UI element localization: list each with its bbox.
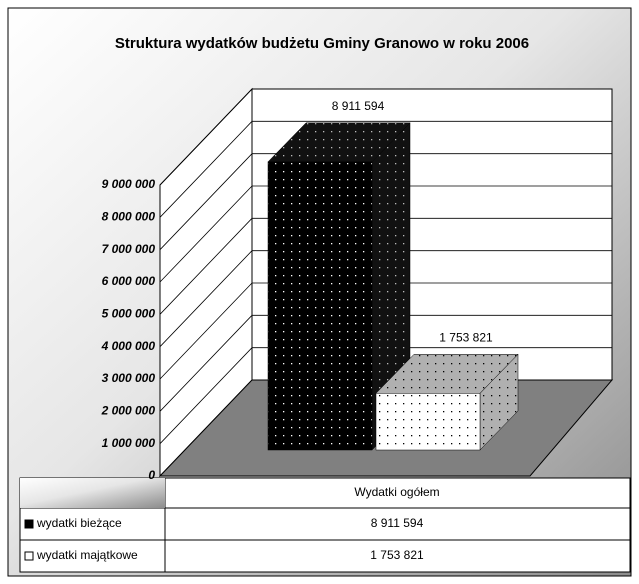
grid-line — [159, 347, 612, 444]
legend-key — [24, 519, 34, 529]
grid-line — [159, 185, 612, 283]
grid-line — [159, 153, 612, 250]
bar — [267, 161, 373, 451]
grid-line — [159, 250, 612, 347]
grid-line — [159, 217, 612, 315]
y-tick-label: 2 000 000 — [101, 404, 156, 418]
table-value: 8 911 594 — [371, 516, 424, 530]
y-tick-label: 7 000 000 — [102, 242, 156, 256]
data-label: 8 911 594 — [332, 99, 385, 113]
grid-line — [159, 282, 612, 380]
y-tick-label: 3 000 000 — [102, 371, 156, 385]
bar — [375, 393, 481, 451]
table-value: 1 753 821 — [370, 548, 424, 562]
table-corner — [20, 478, 165, 508]
data-table — [19, 477, 631, 573]
legend-label: wydatki bieżące — [36, 516, 122, 530]
legend-key — [24, 551, 34, 561]
y-tick-label: 5 000 000 — [102, 307, 156, 321]
chart-title: Struktura wydatków budżetu Gminy Granowo… — [115, 35, 529, 52]
category-label: Wydatki ogółem — [354, 485, 439, 499]
data-label: 1 753 821 — [439, 330, 493, 344]
grid-line — [159, 88, 612, 186]
grid-line — [159, 314, 612, 412]
legend-label: wydatki majątkowe — [36, 548, 138, 562]
y-tick-label: 0 — [148, 468, 155, 482]
y-tick-label: 6 000 000 — [102, 274, 156, 288]
grid-line — [159, 120, 612, 218]
y-tick-label: 8 000 000 — [102, 210, 156, 224]
y-tick-label: 4 000 000 — [101, 339, 156, 353]
y-tick-label: 9 000 000 — [102, 177, 156, 191]
y-tick-label: 1 000 000 — [102, 436, 156, 450]
